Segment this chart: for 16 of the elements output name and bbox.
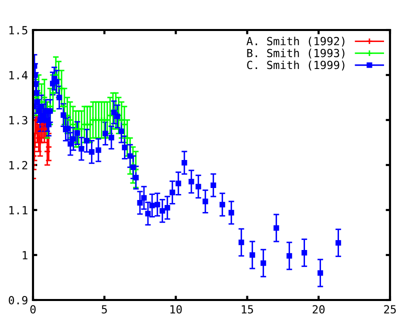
y-tick-label: 1.4 (9, 71, 28, 80)
x-tick-label: 5 (102, 305, 107, 314)
x-tick-label: 10 (170, 305, 182, 314)
y-tick-label: 1 (22, 251, 28, 260)
y-tick-label: 0.9 (8, 296, 28, 304)
legend-label: C. Smith (1999) (247, 60, 344, 70)
y-tick-label: 1.3 (9, 116, 28, 124)
x-tick-label: 25 (384, 305, 396, 314)
y-tick-label: 1.2 (9, 161, 28, 170)
y-tick-label: 1.1 (9, 206, 28, 214)
legend-label: A. Smith (1992) (246, 36, 344, 47)
y-tick-label: 1.5 (9, 26, 28, 34)
legend-label: B. Smith (1993) (247, 48, 344, 59)
x-tick-label: 15 (242, 305, 253, 314)
x-tick-label: 20 (312, 305, 325, 314)
x-tick-label: 0 (30, 305, 36, 314)
